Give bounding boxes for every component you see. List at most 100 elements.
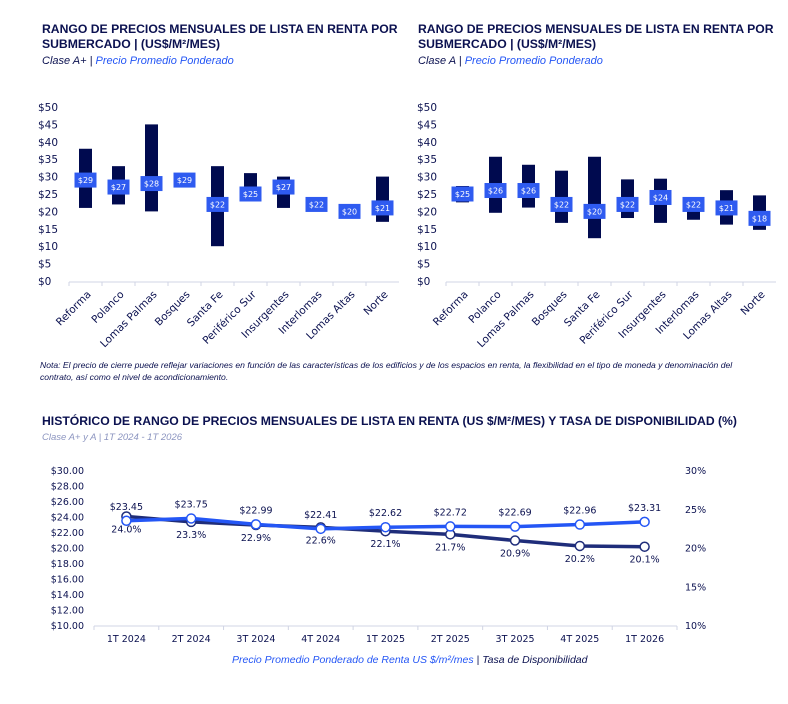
c1-average-label: $27 — [276, 183, 291, 192]
c1-average-label: $27 — [111, 183, 126, 192]
c3-ytick-right: 15% — [685, 582, 706, 593]
c1-average-box — [74, 172, 97, 188]
c2-average-label: $24 — [653, 193, 668, 202]
c2-ytick: $5 — [417, 259, 430, 271]
c1-ytick: $20 — [38, 206, 58, 218]
c3-ytick-left: $20.00 — [51, 544, 84, 555]
c2-ytick: $30 — [417, 172, 437, 184]
c3-ytick-left: $28.00 — [51, 482, 84, 493]
c1-average-box — [305, 196, 328, 212]
chart1-title: RANGO DE PRECIOS MENSUALES DE LISTA EN R… — [42, 22, 398, 51]
c3-availability-point — [509, 535, 521, 546]
c3-ytick-left: $30.00 — [51, 466, 84, 477]
c3-availability-label: 20.1% — [630, 555, 660, 566]
c3-ytick-left: $14.00 — [51, 590, 84, 601]
c2-average-box — [715, 200, 738, 216]
c3-price-label: $23.75 — [175, 499, 208, 510]
c3-price-point — [509, 521, 521, 532]
c3-price-point — [639, 516, 650, 528]
c1-ytick: $35 — [38, 154, 58, 166]
c1-average-label: $22 — [309, 200, 324, 209]
chart1-subtitle-metric: Precio Promedio Ponderado — [95, 55, 234, 67]
c3-price-label: $22.99 — [239, 505, 272, 516]
chart2-header: RANGO DE PRECIOS MENSUALES DE LISTA EN R… — [418, 22, 780, 68]
c3-ytick-right: 25% — [685, 505, 706, 516]
c2-average-label: $22 — [620, 200, 635, 209]
chart1-subtitle: Clase A+ | Precio Promedio Ponderado — [42, 55, 404, 68]
c3-price-label: $22.69 — [498, 508, 531, 519]
c3-ytick-left: $26.00 — [51, 497, 84, 508]
c3-ytick-left: $12.00 — [51, 606, 84, 617]
c2-ytick: $35 — [417, 154, 437, 166]
c3-price-point — [445, 521, 456, 532]
c3-price-point — [574, 519, 586, 530]
c1-category-label: Reforma — [54, 289, 94, 329]
c3-category-label: 3T 2024 — [236, 634, 275, 645]
c1-category-label: Norte — [361, 289, 390, 318]
c1-range-bar — [145, 124, 158, 212]
c2-average-box — [517, 183, 540, 199]
c1-ytick: $30 — [38, 172, 58, 184]
c1-average-label: $29 — [78, 176, 93, 185]
c3-price-label: $23.45 — [110, 502, 143, 513]
c3-availability-label: 22.1% — [370, 539, 400, 550]
c2-average-label: $18 — [752, 214, 767, 223]
c3-price-point — [380, 521, 391, 533]
c2-average-box — [550, 196, 573, 212]
c1-average-box — [140, 176, 163, 192]
c2-average-label: $20 — [587, 207, 602, 216]
c2-average-box — [748, 210, 771, 226]
chart3-header: HISTÓRICO DE RANGO DE PRECIOS MENSUALES … — [42, 414, 782, 444]
c2-average-box — [649, 189, 672, 205]
c1-ytick: $10 — [38, 241, 58, 253]
c2-category-label: Reforma — [431, 289, 471, 329]
c2-average-label: $21 — [719, 204, 734, 213]
c3-price-label: $22.41 — [304, 510, 337, 521]
c3-category-label: 1T 2025 — [366, 634, 405, 645]
c2-ytick: $50 — [417, 102, 437, 114]
c3-category-label: 3T 2025 — [496, 634, 535, 645]
c1-average-box — [338, 203, 361, 219]
c3-ytick-left: $24.00 — [51, 513, 84, 524]
c3-ytick-left: $18.00 — [51, 559, 84, 570]
chart1-subtitle-class: Clase A+ — [42, 55, 87, 67]
c3-ytick-left: $16.00 — [51, 575, 84, 586]
c3-ytick-left: $22.00 — [51, 528, 84, 539]
c2-category-label: Norte — [738, 289, 767, 318]
c3-price-label: $22.62 — [369, 508, 402, 519]
c2-ytick: $0 — [417, 276, 430, 288]
c1-average-box — [173, 172, 196, 188]
c3-ytick-left: $10.00 — [51, 621, 84, 632]
c1-average-label: $22 — [210, 200, 225, 209]
c3-availability-label: 20.2% — [565, 554, 595, 565]
c3-ytick-right: 30% — [685, 466, 706, 477]
c1-average-label: $25 — [243, 190, 258, 199]
c3-category-label: 4T 2025 — [560, 634, 599, 645]
c1-average-box — [272, 179, 295, 195]
chart3-title: HISTÓRICO DE RANGO DE PRECIOS MENSUALES … — [42, 414, 737, 428]
c2-range-bar — [555, 170, 568, 223]
c2-average-box — [451, 186, 474, 202]
c3-price-point — [315, 523, 326, 535]
c1-category-label: Lomas Palmas — [98, 289, 159, 350]
c3-ytick-right: 10% — [685, 621, 706, 632]
c1-ytick: $15 — [38, 224, 58, 236]
c1-ytick: $25 — [38, 189, 58, 201]
c3-availability-label: 23.3% — [176, 530, 206, 541]
c2-ytick: $25 — [417, 189, 437, 201]
c3-availability-label: 24.0% — [111, 525, 141, 536]
chart3-subtitle: Clase A+ y A | 1T 2024 - 1T 2026 — [42, 432, 183, 443]
c2-average-label: $26 — [521, 187, 536, 196]
chart2-title: RANGO DE PRECIOS MENSUALES DE LISTA EN R… — [418, 22, 774, 51]
chart2-subtitle: Clase A | Precio Promedio Ponderado — [418, 55, 780, 68]
c3-category-label: 4T 2024 — [301, 634, 340, 645]
c2-ytick: $45 — [417, 119, 437, 131]
c1-average-label: $28 — [144, 180, 159, 189]
c2-average-box — [616, 196, 639, 212]
c3-category-label: 1T 2024 — [107, 634, 146, 645]
c3-category-label: 1T 2026 — [625, 634, 664, 645]
chart3-legend: Precio Promedio Ponderado de Renta US $/… — [232, 654, 587, 666]
c1-average-label: $29 — [177, 176, 192, 185]
